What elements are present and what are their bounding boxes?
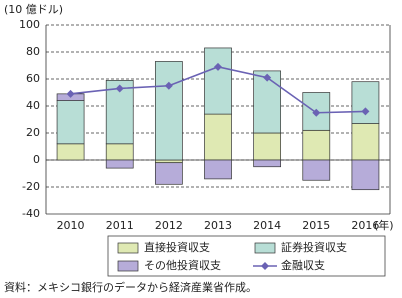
bar-segment: [351, 81, 380, 124]
bar-segment: [56, 100, 85, 145]
y-tick-label: 100: [19, 18, 40, 31]
legend-label: 金融収支: [281, 258, 325, 272]
bar-segment: [154, 159, 183, 164]
legend-swatch: [117, 242, 139, 254]
x-tick-label: 2011: [106, 219, 134, 232]
line-marker: [164, 81, 173, 90]
legend-box: [107, 235, 386, 277]
x-tick-label: 2016: [351, 219, 379, 232]
y-unit: (10 億ドル): [4, 3, 63, 16]
x-tick-label: 2013: [204, 219, 232, 232]
bar-segment: [56, 143, 85, 161]
bar-segment: [253, 132, 282, 161]
line-marker: [214, 62, 222, 71]
bar-segment: [253, 159, 282, 168]
line-marker: [66, 89, 75, 98]
line-marker: [361, 107, 370, 116]
bar-segment: [105, 159, 134, 169]
bar-segment: [302, 159, 331, 181]
bar-segment: [302, 129, 331, 161]
bar-segment: [351, 159, 380, 191]
bar-segment: [154, 61, 183, 161]
legend-swatch: [117, 260, 139, 272]
bar-segment: [204, 113, 232, 161]
y-tick-label: 60: [26, 72, 40, 85]
legend-label: 証券投資収支: [281, 240, 347, 254]
bar-segment: [204, 159, 232, 180]
bar-segment: [154, 162, 183, 185]
legend-label: 直接投資収支: [144, 240, 210, 254]
x-tick-label: 2014: [253, 219, 281, 232]
x-tick-label: 2012: [155, 219, 183, 232]
y-tick-label: 20: [26, 126, 40, 139]
y-tick-label: -20: [22, 180, 40, 193]
line-marker: [312, 108, 321, 117]
x-tick-label: 2010: [57, 219, 85, 232]
legend-marker: [261, 262, 269, 270]
x-unit: (年): [374, 218, 394, 232]
legend-label: その他投資収支: [144, 258, 221, 272]
legend-swatch: [254, 242, 276, 254]
y-tick-label: -40: [22, 207, 40, 220]
bar-segment: [204, 47, 232, 115]
source-note: 資料：メキシコ銀行のデータから経済産業省作成。: [4, 280, 257, 294]
bar-segment: [105, 143, 134, 161]
x-tick-label: 2015: [302, 219, 330, 232]
line-marker: [115, 84, 124, 93]
y-tick-label: 40: [26, 99, 40, 112]
bar-segment: [351, 123, 380, 161]
y-tick-label: 80: [26, 45, 40, 58]
line-marker: [263, 73, 272, 82]
y-tick-label: 0: [33, 153, 40, 166]
